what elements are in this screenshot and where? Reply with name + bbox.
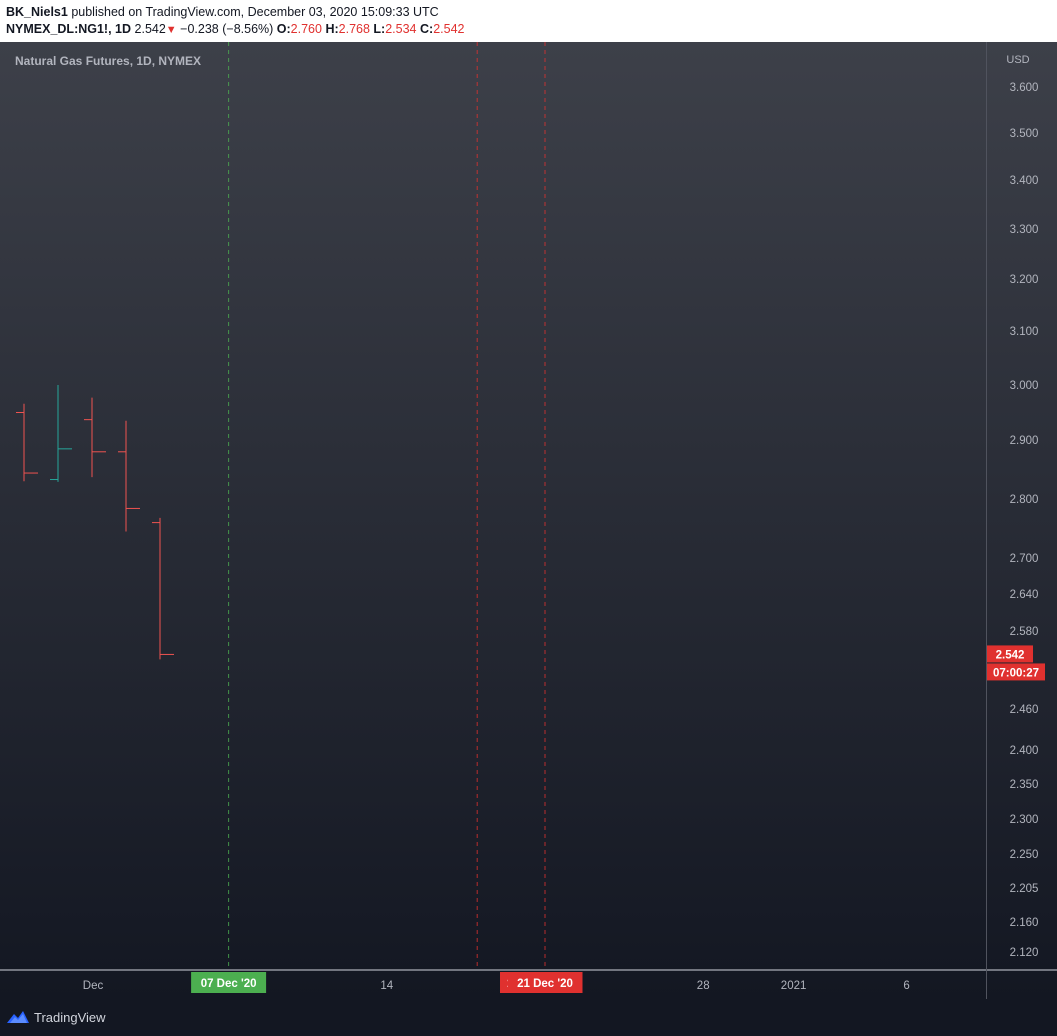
currency-label[interactable]: USD bbox=[1006, 54, 1029, 66]
price-tick-label: 3.500 bbox=[1010, 128, 1039, 140]
price-tick-label: 3.200 bbox=[1010, 274, 1039, 286]
price-chart[interactable]: Natural Gas Futures, 1D, NYMEX USD 3.600… bbox=[0, 42, 1057, 999]
ohlc-line: NYMEX_DL:NG1!, 1D 2.542▼ −0.238 (−8.56%)… bbox=[6, 22, 464, 36]
time-tick-label: Dec bbox=[83, 980, 104, 992]
open-label: O: bbox=[276, 22, 291, 36]
ohlc-bar[interactable] bbox=[16, 403, 38, 482]
ohlc-bar[interactable] bbox=[118, 420, 140, 532]
countdown-label: 07:00:27 bbox=[993, 667, 1039, 679]
ohlc-bar[interactable] bbox=[152, 517, 174, 660]
price-tick-label: 2.205 bbox=[1010, 883, 1039, 895]
high-label: H: bbox=[325, 22, 339, 36]
price-tick-label: 2.120 bbox=[1010, 947, 1039, 959]
high-value: 2.768 bbox=[338, 22, 370, 36]
countdown-badge bbox=[987, 663, 1045, 681]
price-tick-label: 2.300 bbox=[1010, 814, 1039, 826]
close-value: 2.542 bbox=[433, 22, 465, 36]
publish-line: BK_Niels1 published on TradingView.com, … bbox=[6, 5, 439, 19]
price-tick-label: 3.600 bbox=[1010, 82, 1039, 94]
price-tick-label: 3.100 bbox=[1010, 326, 1039, 338]
price-tick-label: 3.400 bbox=[1010, 175, 1039, 187]
ohlc-bar[interactable] bbox=[50, 385, 72, 482]
low-label: L: bbox=[373, 22, 386, 36]
symbol-label: NYMEX_DL:NG1!, 1D bbox=[6, 22, 132, 36]
price-tick-label: 2.400 bbox=[1010, 745, 1039, 757]
price-tick-label: 2.800 bbox=[1010, 494, 1039, 506]
footer-bar: TradingView bbox=[0, 999, 1057, 1036]
price-tick-label: 2.580 bbox=[1010, 626, 1039, 638]
time-tick-label: 14 bbox=[380, 980, 393, 992]
price-tick-label: 2.900 bbox=[1010, 435, 1039, 447]
chart-header: BK_Niels1 published on TradingView.com, … bbox=[0, 0, 1057, 42]
price-tick-label: 3.000 bbox=[1010, 380, 1039, 392]
price-tick-label: 2.640 bbox=[1010, 589, 1039, 601]
brand-name[interactable]: TradingView bbox=[34, 1010, 106, 1025]
price-tick-label: 3.300 bbox=[1010, 224, 1039, 236]
chart-area[interactable]: Natural Gas Futures, 1D, NYMEX USD 3.600… bbox=[0, 42, 1057, 999]
time-tick-label: 28 bbox=[697, 980, 710, 992]
price-change: −0.238 (−8.56%) bbox=[180, 22, 274, 36]
price-tick-label: 2.460 bbox=[1010, 704, 1039, 716]
time-tick-label: 6 bbox=[903, 980, 909, 992]
low-value: 2.534 bbox=[385, 22, 417, 36]
author-name[interactable]: BK_Niels1 bbox=[6, 5, 68, 19]
marker-date-badge bbox=[507, 972, 583, 993]
down-arrow-icon: ▼ bbox=[165, 24, 177, 36]
price-tick-label: 2.700 bbox=[1010, 553, 1039, 565]
marker-date-label: 21 Dec '20 bbox=[517, 978, 573, 990]
last-price-badge bbox=[987, 645, 1033, 663]
marker-date-badge bbox=[191, 972, 267, 993]
chart-background bbox=[0, 42, 1057, 999]
time-tick-label: 2021 bbox=[781, 980, 807, 992]
chart-title: Natural Gas Futures, 1D, NYMEX bbox=[15, 54, 201, 68]
last-price: 2.542 bbox=[134, 22, 166, 36]
price-tick-label: 2.250 bbox=[1010, 849, 1039, 861]
marker-date-label: 07 Dec '20 bbox=[201, 978, 257, 990]
last-price-axis-label: 2.542 bbox=[996, 649, 1025, 661]
ohlc-bar[interactable] bbox=[84, 397, 106, 478]
price-tick-label: 2.160 bbox=[1010, 917, 1039, 929]
tradingview-logo-icon[interactable] bbox=[6, 1009, 30, 1025]
close-label: C: bbox=[419, 22, 434, 36]
open-value: 2.760 bbox=[290, 22, 322, 36]
price-tick-label: 2.350 bbox=[1010, 779, 1039, 791]
published-text: published on TradingView.com, December 0… bbox=[71, 5, 439, 19]
